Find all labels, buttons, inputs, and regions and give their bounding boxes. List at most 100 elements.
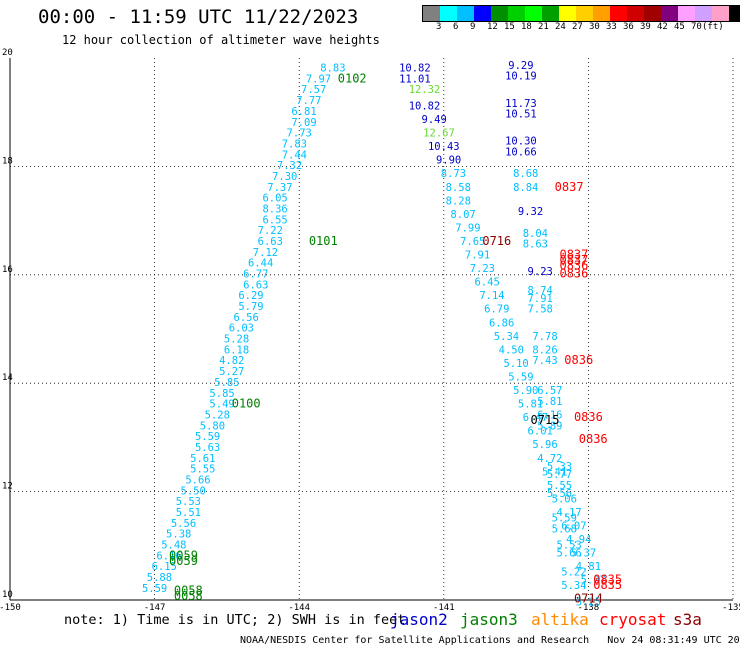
pass-time-label: 0716 — [482, 234, 511, 248]
wave-height-label: 5.85 — [214, 377, 239, 389]
wave-height-label: 6.77 — [243, 269, 268, 281]
wave-height-label: 5.38 — [166, 529, 191, 541]
wave-height-label: 8.07 — [450, 209, 475, 221]
x-tick-label: -141 — [433, 603, 455, 613]
wave-height-label: 7.22 — [258, 225, 283, 237]
wave-height-label: 6.47 — [523, 412, 548, 424]
wave-height-label: 10.82 — [409, 100, 441, 112]
grid-lines — [10, 58, 734, 600]
y-tick-label: 20 — [2, 48, 13, 58]
wave-height-label: 5.55 — [190, 464, 215, 476]
wave-height-label: 5.61 — [190, 453, 215, 465]
color-scale-label: 33 — [606, 22, 617, 32]
wave-height-label: 7.77 — [296, 95, 321, 107]
y-tick-label: 12 — [2, 482, 13, 492]
wave-height-label: 4.72 — [537, 453, 562, 465]
wave-height-label: 10.43 — [428, 141, 460, 153]
wave-height-label: 9.32 — [518, 206, 543, 218]
legend-altika: altika — [531, 610, 589, 629]
x-tick-label: -138 — [578, 603, 600, 613]
wave-height-label: 5.25 — [576, 596, 601, 608]
wave-height-label: 10.30 — [505, 136, 537, 148]
color-scale-label: 9 — [470, 22, 476, 32]
wave-height-label: 5.66 — [556, 548, 581, 560]
color-swatch — [508, 6, 525, 21]
wave-height-label: 7.91 — [528, 293, 553, 305]
wave-height-label: 6.16 — [156, 550, 181, 562]
wave-height-label: 9.49 — [422, 114, 447, 126]
wave-height-label: 9.29 — [508, 60, 533, 72]
wave-height-label: 5.59 — [142, 583, 167, 595]
color-swatch — [559, 6, 576, 21]
wave-height-label: 7.12 — [253, 247, 278, 259]
color-scale-label: 3 — [436, 22, 442, 32]
wave-height-label: 6.81 — [291, 106, 316, 118]
wave-height-label: 5.51 — [176, 507, 201, 519]
pass-time-label: 0059 — [169, 548, 198, 562]
wave-height-label: 5.41 — [542, 466, 567, 478]
pass-time-label: 0058 — [174, 589, 203, 603]
color-scale-label: 21 — [538, 22, 549, 32]
pass-time-label: 0837 — [555, 180, 584, 194]
pass-time-label: 0836 — [559, 258, 588, 272]
wave-height-label: 9.23 — [528, 266, 553, 278]
wave-height-label: 5.50 — [181, 485, 206, 497]
color-swatch — [491, 6, 508, 21]
wave-height-label: 5.55 — [547, 480, 572, 492]
chart-title: 00:00 - 11:59 UTC 11/22/2023 — [38, 6, 359, 28]
wave-height-label: 7.57 — [301, 84, 326, 96]
color-swatch — [644, 6, 661, 21]
y-tick-label: 18 — [2, 156, 13, 166]
units-note: note: 1) Time is in UTC; 2) SWH is in fe… — [64, 612, 406, 628]
wave-height-label: 7.43 — [532, 355, 557, 367]
wave-height-label: 8.36 — [262, 203, 287, 215]
wave-height-label: 5.81 — [537, 396, 562, 408]
wave-height-label: 5.48 — [161, 540, 186, 552]
wave-height-label: 4.94 — [566, 534, 591, 546]
color-swatch — [576, 6, 593, 21]
wave-height-label: 4.82 — [219, 355, 244, 367]
color-scale-label: 70 — [691, 22, 702, 32]
wave-height-label: 4.50 — [499, 344, 524, 356]
wave-height-label: 6.44 — [248, 258, 273, 270]
wave-height-label: 7.78 — [532, 331, 557, 343]
x-tick-label: -150 — [0, 603, 21, 613]
wave-height-label: 5.34 — [561, 580, 586, 592]
wave-height-label: 5.28 — [205, 409, 230, 421]
color-swatch — [610, 6, 627, 21]
wave-height-label: 8.68 — [513, 168, 538, 180]
color-swatch — [457, 6, 474, 21]
wave-height-label: 5.28 — [224, 334, 249, 346]
color-swatch — [695, 6, 712, 21]
wave-height-label: 5.80 — [200, 420, 225, 432]
x-tick-label: -144 — [288, 603, 310, 613]
wave-height-label: 11.73 — [505, 98, 537, 110]
wave-height-label: 9.90 — [436, 155, 461, 167]
wave-height-label: 12.32 — [409, 84, 441, 96]
color-scale-label: 12 — [487, 22, 498, 32]
color-scale-label: 27 — [572, 22, 583, 32]
wave-height-label: 10.51 — [505, 109, 537, 121]
color-scale-label: 24 — [555, 22, 566, 32]
color-scale-label: 45 — [674, 22, 685, 32]
color-swatch — [678, 6, 695, 21]
color-swatch — [474, 6, 491, 21]
axes — [9, 58, 733, 601]
wave-height-label: 5.37 — [571, 548, 596, 560]
wave-height-label: 7.14 — [479, 290, 504, 302]
wave-height-label: 6.18 — [224, 344, 249, 356]
color-swatch — [661, 6, 678, 21]
data-labels: 8.837.977.577.776.817.097.737.837.447.32… — [142, 60, 622, 609]
pass-time-label: 0837 — [559, 253, 588, 267]
wave-height-label: 10.66 — [505, 147, 537, 159]
wave-height-label: 7.30 — [272, 171, 297, 183]
color-scale-label: 39 — [640, 22, 651, 32]
wave-height-label: 8.83 — [320, 63, 345, 75]
color-scale-label: 30 — [589, 22, 600, 32]
pass-time-label: 0836 — [579, 432, 608, 446]
wave-height-label: 4.17 — [556, 507, 581, 519]
wave-height-label: 4.81 — [576, 561, 601, 573]
wave-height-label: 6.56 — [234, 312, 259, 324]
wave-height-label: 5.96 — [532, 439, 557, 451]
wave-height-label: 6.86 — [489, 317, 514, 329]
